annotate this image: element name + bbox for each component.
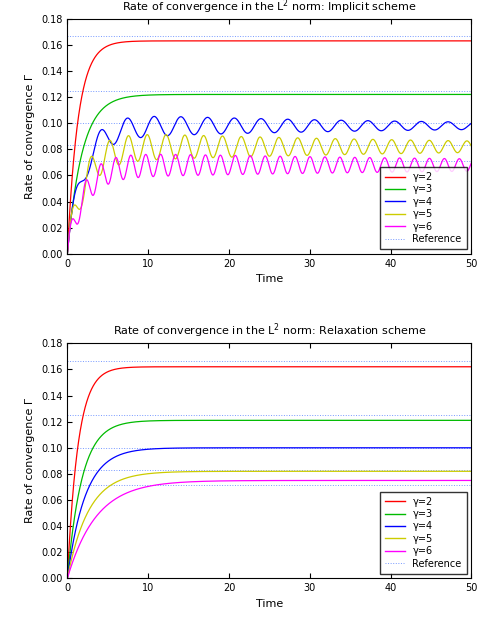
Title: Rate of convergence in the L$^2$ norm: Implicit scheme: Rate of convergence in the L$^2$ norm: I…	[121, 0, 416, 16]
Legend: γ=2, γ=3, γ=4, γ=5, γ=6, Reference: γ=2, γ=3, γ=4, γ=5, γ=6, Reference	[380, 492, 466, 573]
Title: Rate of convergence in the L$^2$ norm: Relaxation scheme: Rate of convergence in the L$^2$ norm: R…	[112, 322, 425, 340]
Y-axis label: Rate of convergence Γ: Rate of convergence Γ	[25, 73, 36, 199]
X-axis label: Time: Time	[255, 274, 282, 284]
Y-axis label: Rate of convergence Γ: Rate of convergence Γ	[25, 398, 36, 524]
X-axis label: Time: Time	[255, 599, 282, 609]
Legend: γ=2, γ=3, γ=4, γ=5, γ=6, Reference: γ=2, γ=3, γ=4, γ=5, γ=6, Reference	[380, 167, 466, 249]
